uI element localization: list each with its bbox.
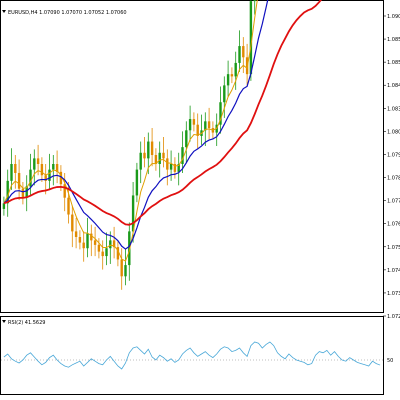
candle-body [10, 164, 13, 181]
candle-body [177, 164, 180, 172]
candle-body [147, 141, 150, 159]
candle-body [139, 152, 142, 170]
candle-body [158, 152, 161, 164]
ma-mid-line [3, 0, 269, 250]
candle-body [78, 237, 82, 243]
price-axis-label: 1.07805 [387, 176, 400, 182]
indicator-panel-frame [0, 316, 384, 395]
candle-body [2, 203, 6, 209]
candle-body [74, 231, 78, 237]
candle-body [71, 214, 74, 232]
price-axis-label: 1.09005 [387, 14, 400, 20]
candle-body [44, 175, 47, 181]
candle-body [223, 85, 226, 103]
candle-body [188, 119, 192, 131]
candle-body [86, 233, 89, 249]
price-axis: 1.09005 1.08570 1.08520 1.08420 1.08315 1.080… [383, 14, 400, 320]
candle-body [181, 147, 184, 164]
candle-body [204, 121, 207, 131]
symbol-header: EURUSD,H4 1.07090 1.07070 1.07052 1.0706… [8, 10, 127, 16]
price-panel-frame [0, 0, 384, 313]
candle-body [162, 152, 165, 159]
candle-body [150, 141, 154, 156]
candle-body [97, 244, 101, 252]
candle-body [207, 121, 211, 129]
candle-body [29, 169, 32, 187]
candle-body [59, 171, 63, 185]
rsi-panel: 50 [1, 341, 393, 370]
price-axis-label: 1.07600 [387, 222, 400, 228]
price-axis-label: 1.07400 [387, 268, 400, 274]
rsi-line [3, 341, 381, 370]
candle-body [17, 172, 21, 189]
small-triangle-icon[interactable] [2, 320, 6, 323]
price-axis-label: 1.07200 [387, 314, 400, 320]
candle-body [173, 164, 177, 172]
candle-body [48, 169, 51, 181]
candle-body [6, 180, 9, 204]
price-axis-label: 1.08015 [387, 129, 400, 135]
candle-body [226, 74, 230, 86]
candle-body [185, 130, 188, 148]
candle-body [101, 251, 104, 257]
price-axis-label: 1.07910 [387, 152, 400, 158]
candle-body [36, 158, 40, 164]
price-axis-label: 1.08420 [387, 83, 400, 89]
candle-body [242, 46, 245, 58]
candle-body [21, 188, 25, 198]
candle-body [82, 242, 85, 249]
candle-body [219, 102, 222, 125]
ma-slow-line [3, 0, 323, 226]
moving-averages [3, 0, 323, 262]
candle-body [230, 74, 234, 77]
candle-body [196, 124, 199, 136]
indicator-header: RSI(2) 41.5629 [8, 320, 45, 326]
candle-body [67, 197, 70, 215]
candle-body [166, 158, 169, 170]
candle-body [90, 233, 93, 241]
candle-body [25, 186, 28, 198]
rsi-level-label: 50 [387, 358, 393, 364]
candle-body [249, 1, 253, 75]
candle-body [109, 240, 112, 249]
candle-body [52, 164, 55, 170]
candle-body [253, 0, 256, 2]
candle-body [131, 195, 135, 232]
small-triangle-icon[interactable] [2, 10, 6, 13]
candle-body [63, 184, 66, 198]
candle-body [143, 152, 146, 159]
candle-body [169, 164, 173, 170]
candle-body [135, 169, 139, 196]
price-axis-label: 1.08315 [387, 106, 400, 112]
price-axis-label: 1.08520 [387, 60, 400, 66]
candle-body [120, 259, 123, 277]
candle-body [14, 164, 17, 173]
candle-body [124, 265, 127, 277]
candle-body [105, 248, 108, 257]
candle-body [55, 164, 59, 172]
candle-body [154, 155, 158, 164]
price-axis-label: 1.07300 [387, 291, 400, 297]
price-axis-label: 1.07500 [387, 245, 400, 251]
candle-body [33, 158, 36, 170]
price-axis-label: 1.07700 [387, 199, 400, 205]
candle-body [93, 240, 97, 245]
price-axis-label: 1.08570 [387, 37, 400, 43]
candle-body [234, 62, 237, 77]
candle-body [238, 46, 241, 63]
candle-body [112, 240, 116, 248]
candle-body [192, 119, 196, 125]
candle-body [40, 164, 44, 176]
candle-body [128, 231, 131, 266]
candle-body [116, 247, 120, 260]
